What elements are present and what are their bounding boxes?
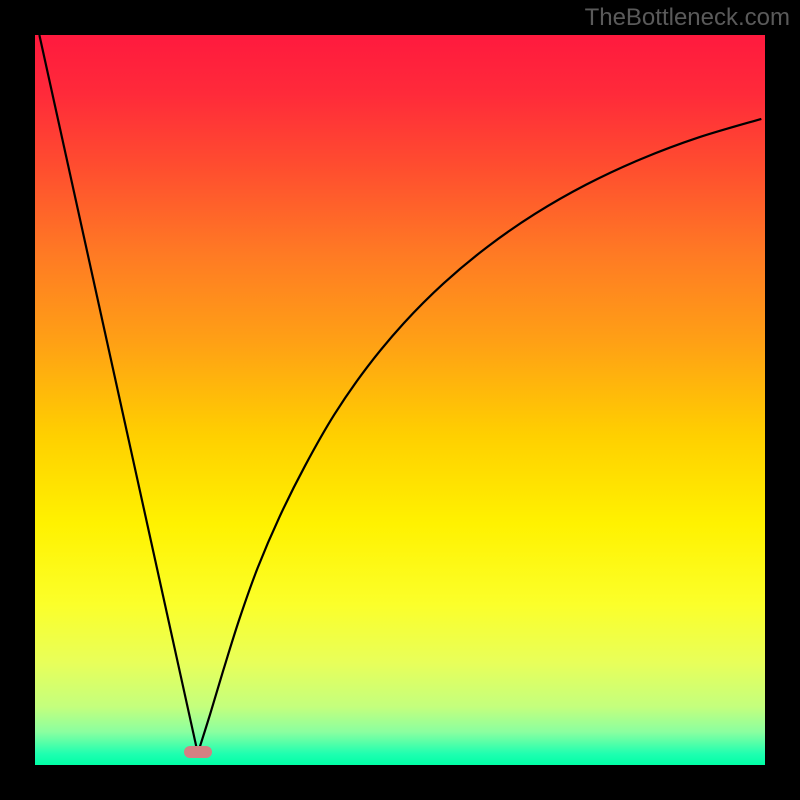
curve-right <box>198 119 762 753</box>
chart-container: TheBottleneck.com <box>0 0 800 800</box>
curve-left-line <box>39 35 197 753</box>
vertex-marker <box>184 746 212 758</box>
watermark-text: TheBottleneck.com <box>585 4 790 32</box>
curve-layer <box>35 35 765 765</box>
plot-area <box>35 35 765 765</box>
